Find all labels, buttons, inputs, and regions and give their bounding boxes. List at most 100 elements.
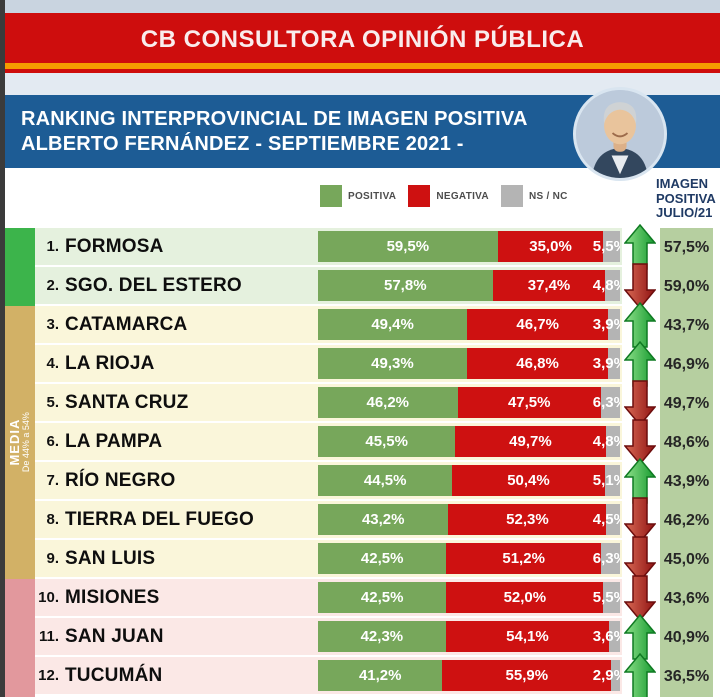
table-row: 9. SAN LUIS 42,5% 51,2% 6,3%: [35, 536, 656, 582]
tier-band-bottom: [5, 579, 35, 697]
alberto-fernandez-photo: [573, 87, 667, 181]
table-row: 12. TUCUMÁN 41,2% 55,9% 2,9%: [35, 653, 656, 697]
negativa-segment: 54,1%: [445, 621, 610, 652]
nsnc-value: 6,3%: [592, 550, 620, 567]
rank-number: 10.: [38, 589, 59, 606]
negativa-value: 52,3%: [506, 511, 549, 528]
nsnc-value: 6,3%: [592, 394, 620, 411]
julio-value: 57,5%: [663, 238, 710, 256]
positiva-value: 49,4%: [371, 316, 414, 333]
negativa-segment: 52,0%: [446, 582, 604, 613]
positiva-value: 46,2%: [366, 394, 410, 411]
stacked-bar: 59,5% 35,0% 5,5%: [318, 231, 620, 262]
stacked-bar: 45,5% 49,7% 4,8%: [318, 426, 620, 457]
positiva-swatch-icon: [320, 185, 342, 207]
positiva-value: 59,5%: [386, 238, 430, 255]
province-name: RÍO NEGRO: [65, 470, 176, 491]
province-name: LA PAMPA: [65, 431, 163, 452]
nsnc-value: 3,6%: [592, 628, 620, 645]
rank-number: 7.: [46, 472, 59, 489]
rank-number: 11.: [38, 628, 59, 645]
legend-item-negativa: NEGATIVA: [408, 185, 489, 207]
trend-down-icon: [624, 263, 656, 309]
table-row: 5. SANTA CRUZ 46,2% 47,5% 6,3%: [35, 380, 656, 426]
nsnc-segment: [604, 465, 620, 496]
negativa-segment: 46,7%: [467, 309, 609, 340]
positiva-segment: 44,5%: [318, 465, 453, 496]
table-row: 1. FORMOSA 59,5% 35,0% 5,5%: [35, 224, 656, 270]
nsnc-value: 4,8%: [592, 433, 620, 450]
media-band-label: MEDIA De 44% a 54%: [7, 412, 32, 472]
title-line-2: ALBERTO FERNÁNDEZ - SEPTIEMBRE 2021 -: [21, 133, 464, 155]
nsnc-value: 3,9%: [592, 355, 620, 372]
province-name: SAN LUIS: [65, 548, 156, 569]
trend-down-icon: [624, 380, 656, 426]
ranking-table: 1. FORMOSA 59,5% 35,0% 5,5% 2. SGO. DEL …: [35, 224, 656, 697]
nsnc-value: 3,9%: [592, 316, 620, 333]
julio-value: 46,2%: [663, 511, 710, 529]
negativa-value: 37,4%: [527, 277, 571, 294]
nsnc-value: 5,5%: [592, 238, 620, 255]
legend-item-positiva: POSITIVA: [320, 185, 396, 207]
nsnc-segment: [608, 309, 620, 340]
province-name: SAN JUAN: [65, 626, 164, 647]
rank-number: 9.: [46, 550, 59, 567]
negativa-value: 51,2%: [502, 550, 545, 567]
table-row: 7. RÍO NEGRO 44,5% 50,4% 5,1%: [35, 458, 656, 504]
rank-number: 4.: [46, 355, 59, 372]
nsnc-segment: [600, 543, 620, 574]
nsnc-segment: [603, 582, 620, 613]
stacked-bar: 41,2% 55,9% 2,9%: [318, 660, 620, 691]
julio-value: 59,0%: [663, 277, 710, 295]
tier-band-top: [5, 228, 35, 306]
province-name: FORMOSA: [65, 236, 164, 257]
julio-value: 43,7%: [663, 316, 710, 334]
negativa-value: 46,8%: [516, 355, 559, 372]
consultora-banner: CB CONSULTORA OPINIÓN PÚBLICA: [5, 13, 720, 73]
negativa-value: 55,9%: [505, 667, 549, 684]
positiva-value: 45,5%: [365, 433, 408, 450]
positiva-value: 44,5%: [363, 472, 407, 489]
negativa-segment: 37,4%: [492, 270, 606, 301]
julio-value: 43,9%: [663, 472, 710, 490]
province-name: MISIONES: [65, 587, 160, 608]
province-name: TIERRA DEL FUEGO: [65, 509, 254, 530]
portrait-illustration: [576, 90, 664, 178]
nsnc-segment: [611, 660, 620, 691]
negativa-value: 50,4%: [507, 472, 550, 489]
left-border: [0, 0, 5, 697]
trend-down-icon: [624, 497, 656, 543]
stacked-bar: 49,3% 46,8% 3,9%: [318, 348, 620, 379]
julio-value: 40,9%: [663, 628, 710, 646]
province-name: SGO. DEL ESTERO: [65, 275, 242, 296]
stacked-bar: 42,5% 52,0% 5,5%: [318, 582, 620, 613]
positiva-value: 42,5%: [360, 550, 404, 567]
positiva-segment: 57,8%: [318, 270, 493, 301]
positiva-value: 43,2%: [361, 511, 405, 528]
legend-label-negativa: NEGATIVA: [436, 190, 489, 202]
negativa-segment: 35,0%: [497, 231, 604, 262]
negativa-value: 47,5%: [507, 394, 551, 411]
positiva-segment: 42,5%: [318, 543, 447, 574]
province-name: SANTA CRUZ: [65, 392, 189, 413]
table-row: 6. LA PAMPA 45,5% 49,7% 4,8%: [35, 419, 656, 465]
rank-number: 5.: [46, 394, 59, 411]
negativa-segment: 46,8%: [466, 348, 609, 379]
negativa-segment: 50,4%: [452, 465, 605, 496]
rank-number: 3.: [46, 316, 59, 333]
positiva-segment: 45,5%: [318, 426, 456, 457]
positiva-value: 42,5%: [360, 589, 404, 606]
julio-value: 49,7%: [663, 394, 710, 412]
positiva-segment: 42,3%: [318, 621, 446, 652]
rank-number: 6.: [46, 433, 59, 450]
positiva-segment: 42,5%: [318, 582, 447, 613]
trend-down-icon: [624, 536, 656, 582]
positiva-segment: 59,5%: [318, 231, 498, 262]
stacked-bar: 43,2% 52,3% 4,5%: [318, 504, 620, 535]
table-row: 10. MISIONES 42,5% 52,0% 5,5%: [35, 575, 656, 621]
positiva-value: 49,3%: [371, 355, 414, 372]
nsnc-segment: [609, 621, 620, 652]
julio-value: 43,6%: [663, 589, 710, 607]
positiva-value: 41,2%: [358, 667, 402, 684]
